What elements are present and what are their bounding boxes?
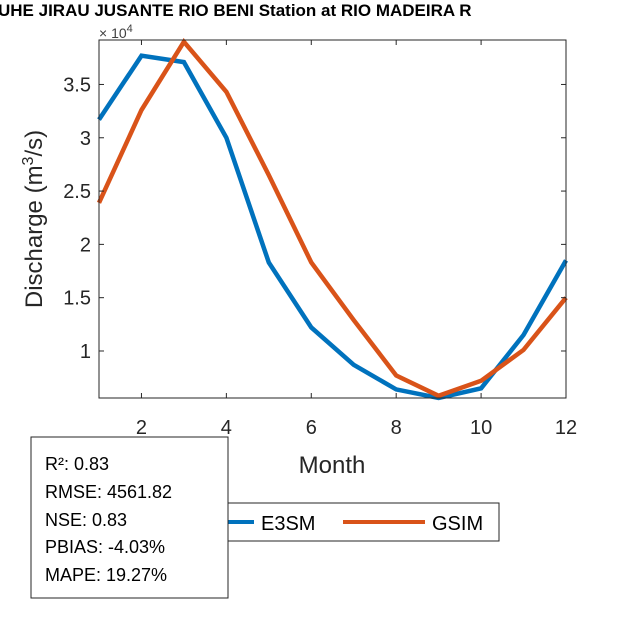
stat-r2: R²: 0.83 [45,454,109,474]
x-tick-label: 2 [136,417,147,439]
series-line-e3sm [97,53,568,401]
stat-pbias: PBIAS: -4.03% [45,537,165,557]
stats-box: R²: 0.83 RMSE: 4561.82 NSE: 0.83 PBIAS: … [30,436,229,599]
y-tick-label: 3 [80,128,91,150]
y-tick-label: 1.5 [63,288,91,310]
x-tick-label: 12 [555,417,577,439]
stat-mape: MAPE: 19.27% [45,565,167,585]
axes-box [98,39,567,399]
x-tick-label: 8 [391,417,402,439]
x-tick-label: 10 [470,417,492,439]
stat-nse: NSE: 0.83 [45,510,127,530]
y-tick-label: 2 [80,234,91,256]
x-axis-label: Month [299,452,366,479]
x-tick-label: 4 [221,417,232,439]
y-tick-label: 2.5 [63,181,91,203]
legend-label-gsim: GSIM [432,513,483,535]
legend-label-e3sm: E3SM [261,513,315,535]
y-tick-label: 1 [80,341,91,363]
x-tick-label: 6 [306,417,317,439]
legend: E3SM GSIM [221,502,500,542]
y-multiplier: × 104 [99,23,133,41]
plot-lines [96,37,568,401]
chart-title: UHE JIRAU JUSANTE RIO BENI Station at RI… [0,1,472,20]
stat-rmse: RMSE: 4561.82 [45,482,172,502]
ticks: 2 4 6 8 10 12 1 1.5 2 2.5 3 3.5 [63,40,577,439]
series-line-gsim [96,37,568,399]
y-tick-label: 3.5 [63,74,91,96]
y-axis-label: Discharge (m3/s) [20,130,48,308]
